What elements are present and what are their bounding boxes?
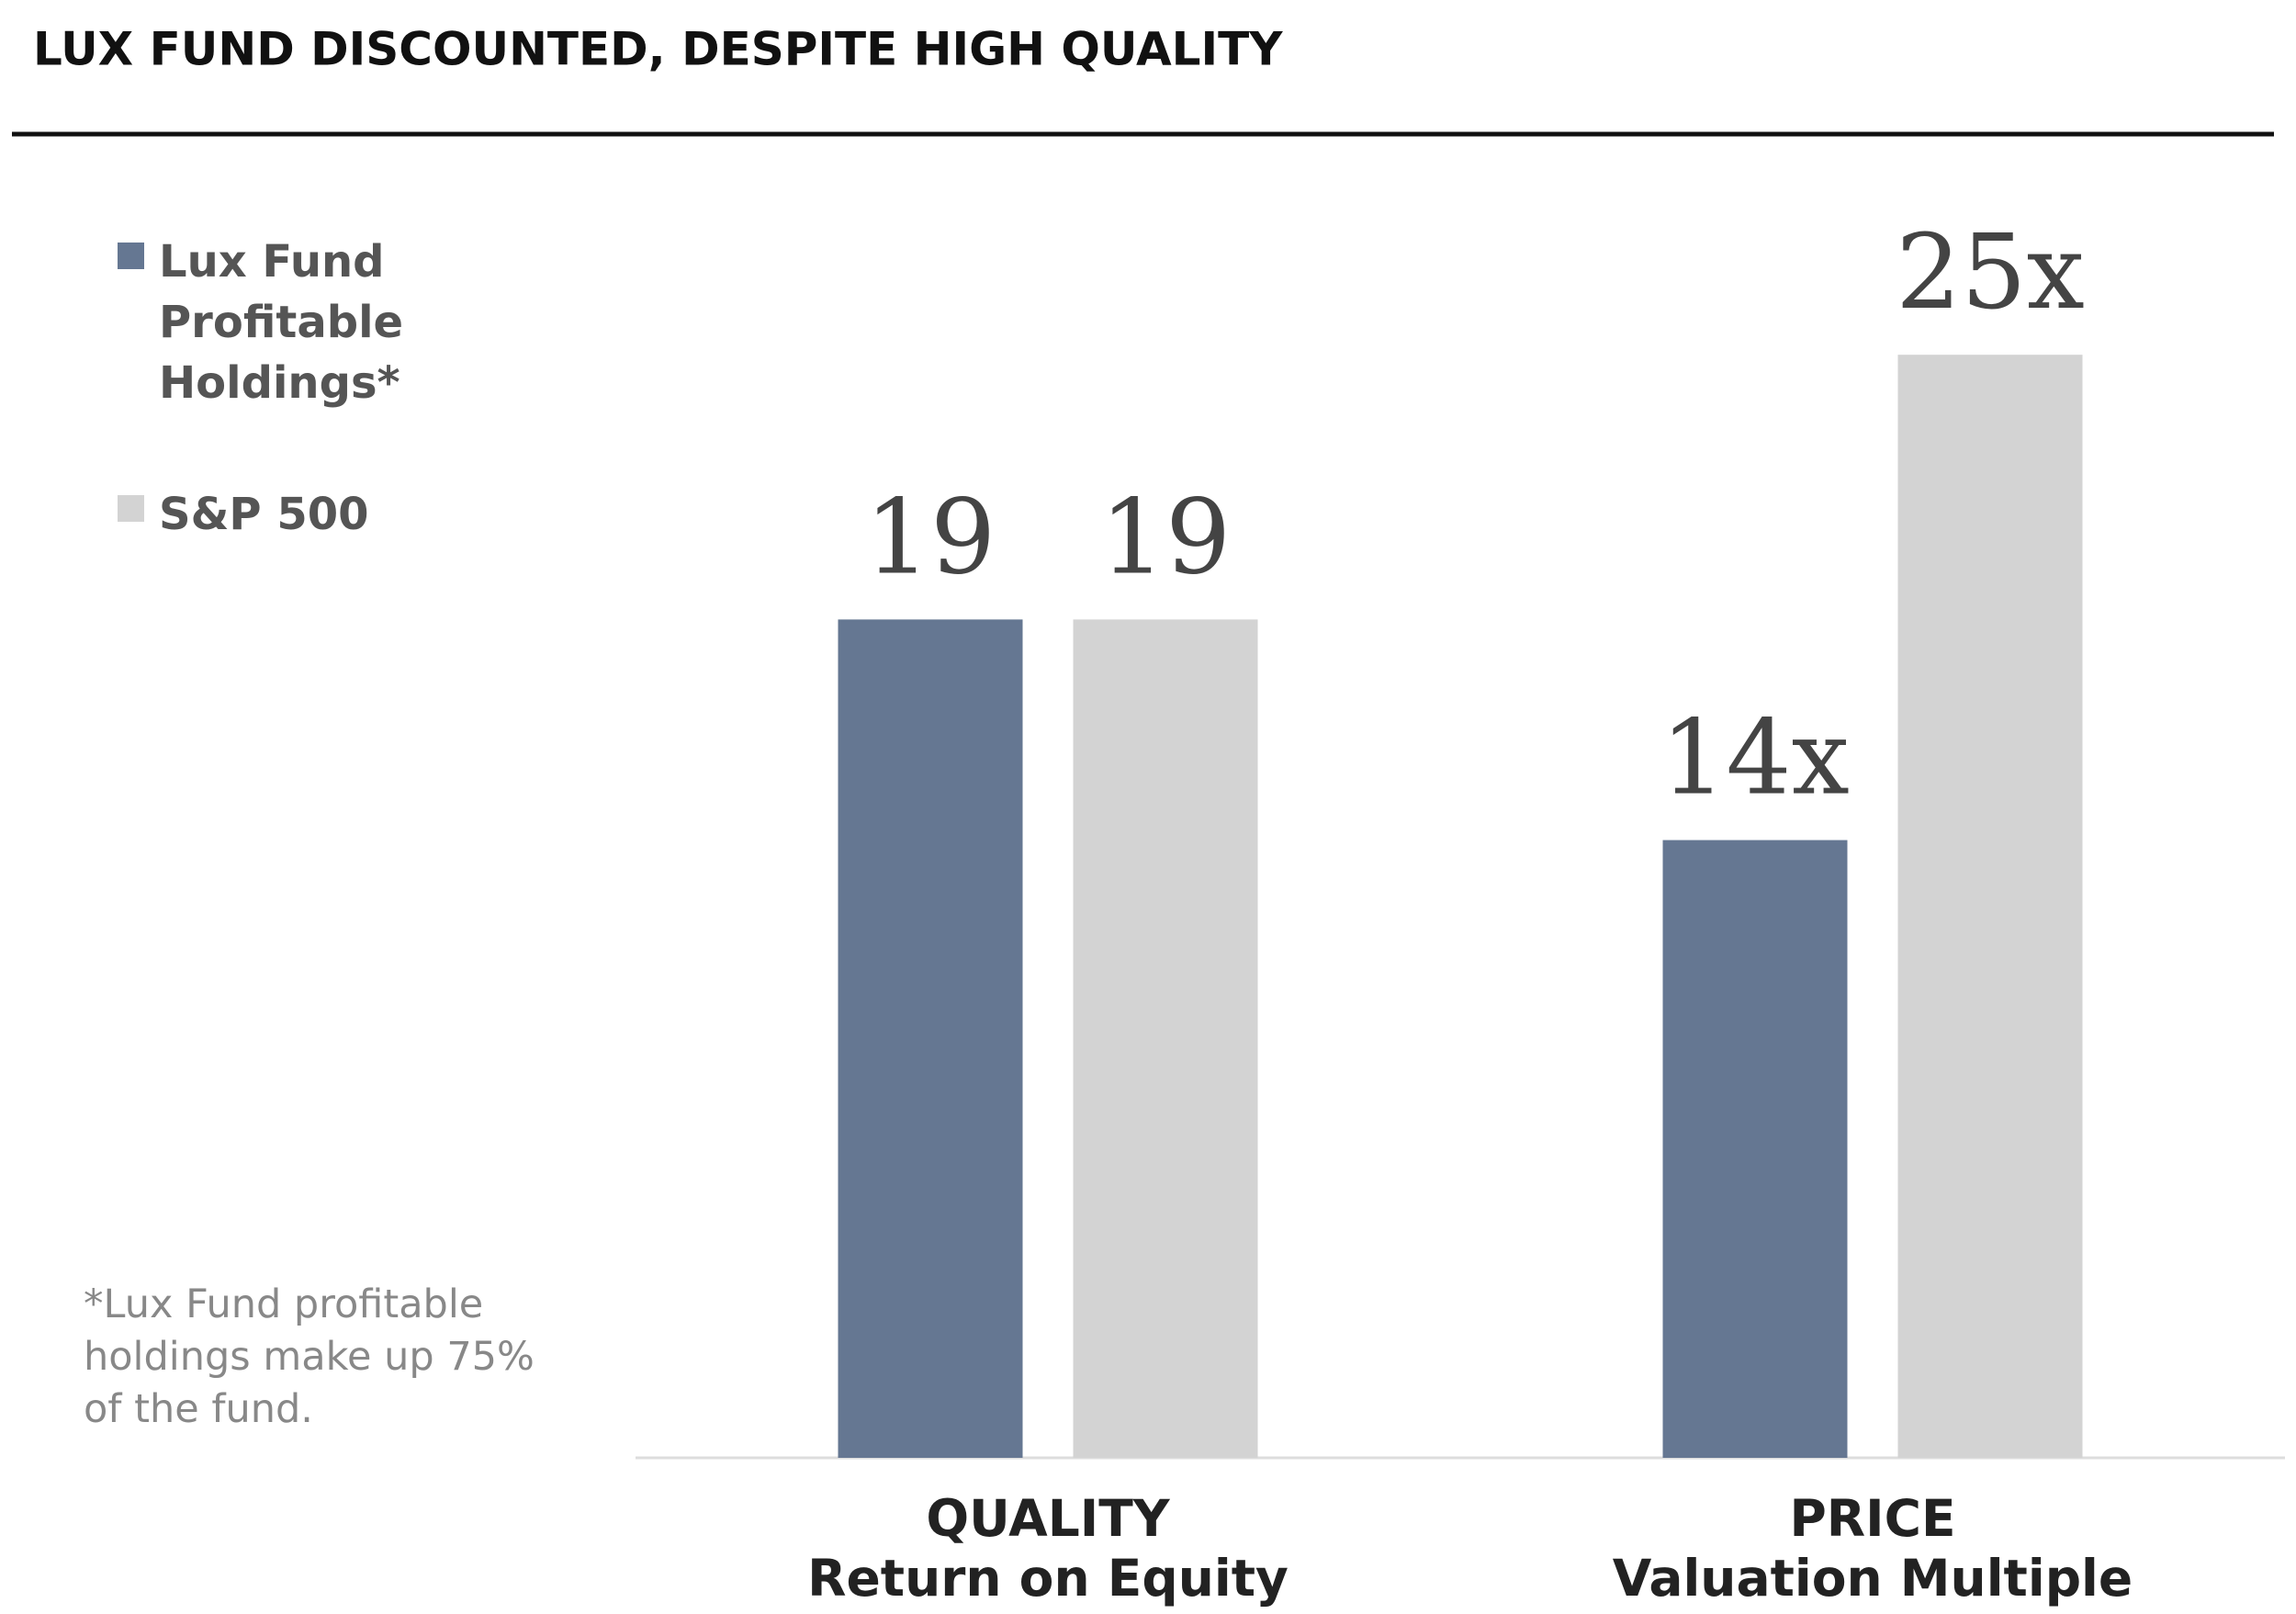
legend-label: Lux Fund Profitable Holdings* — [159, 236, 404, 409]
bar — [1662, 840, 1848, 1458]
legend-swatch — [118, 243, 144, 269]
legend-item: Lux Fund Profitable Holdings* — [118, 231, 434, 413]
legend-swatch — [118, 495, 144, 522]
footnote: *Lux Fund profitable holdings make up 75… — [84, 1281, 535, 1432]
x-tick-label: QUALITY — [926, 1489, 1170, 1548]
value-label: 19 — [865, 478, 996, 597]
bar — [1073, 619, 1258, 1458]
x-tick-label: Valuation Multiple — [1613, 1549, 2133, 1608]
value-label: 14x — [1660, 699, 1850, 818]
bar — [1897, 355, 2083, 1459]
value-label: 19 — [1100, 478, 1232, 597]
x-tick-label: Return on Equity — [807, 1549, 1289, 1608]
value-label: 25x — [1896, 213, 2085, 333]
legend-item: S&P 500 — [118, 484, 434, 545]
x-tick-label: PRICE — [1789, 1489, 1955, 1548]
chart-title: LUX FUND DISCOUNTED, DESPITE HIGH QUALIT… — [33, 23, 1283, 76]
bar — [838, 619, 1023, 1458]
legend-label: S&P 500 — [159, 489, 369, 540]
